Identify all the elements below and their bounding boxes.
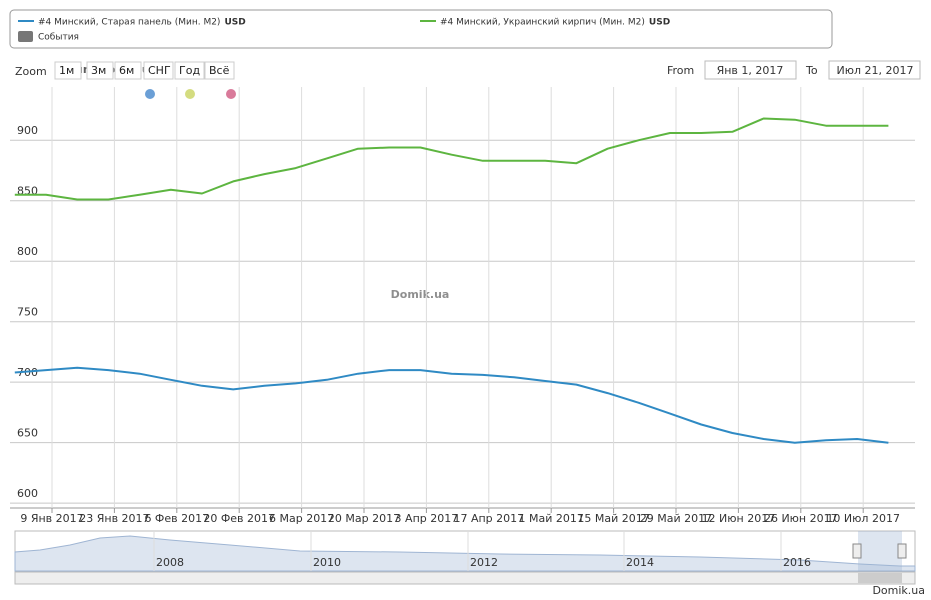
legend-unit[interactable]: USD	[649, 18, 670, 28]
to-date[interactable]: Июл 21, 2017	[837, 64, 914, 77]
navigator-year: 2012	[470, 556, 498, 569]
x-tick-label: 10 Июл 2017	[826, 512, 900, 525]
x-tick-label: 20 Фев 2017	[203, 512, 275, 525]
y-tick-label: 600	[17, 487, 38, 500]
flag-dot[interactable]	[145, 89, 155, 99]
legend-label[interactable]: #4 Минский, Старая панель (Мин. М2)	[38, 18, 220, 28]
events-swatch[interactable]	[18, 31, 33, 42]
x-tick-label: 15 Май 2017	[577, 512, 649, 525]
zoom-button[interactable]	[174, 61, 205, 80]
flag-dot[interactable]	[226, 89, 236, 99]
navigator-year: 2016	[783, 556, 811, 569]
x-tick-label: 17 Апр 2017	[453, 512, 524, 525]
y-tick-label: 800	[17, 245, 38, 258]
from-label: From	[667, 64, 694, 77]
credit[interactable]: Domik.ua	[872, 584, 925, 597]
x-tick-label: 20 Мар 2017	[328, 512, 400, 525]
to-input[interactable]	[828, 60, 921, 80]
series-line	[14, 117, 889, 201]
zoom-button[interactable]	[86, 61, 114, 80]
x-tick-label: 23 Янв 2017	[79, 512, 149, 525]
navigator-handle[interactable]	[897, 543, 907, 559]
x-tick-label: 1 Май 2017	[519, 512, 584, 525]
navigator-selection[interactable]	[858, 531, 902, 571]
x-tick-label: 6 Мар 2017	[269, 512, 334, 525]
zoom-button[interactable]	[204, 61, 235, 80]
scrollbar[interactable]	[14, 571, 916, 585]
watermark: Domik.ua	[391, 288, 450, 301]
zoom-button-label[interactable]: 6м	[119, 64, 134, 77]
navigator-year: 2010	[313, 556, 341, 569]
legend-unit[interactable]: USD	[224, 18, 245, 28]
zoom-button-label[interactable]: Всё	[209, 64, 230, 77]
navigator-series	[14, 535, 916, 572]
to-label: To	[805, 64, 818, 77]
y-tick-label: 900	[17, 124, 38, 137]
zoom-button-label[interactable]: Год	[179, 64, 200, 77]
x-tick-label: 29 Май 2017	[640, 512, 712, 525]
flag-dot[interactable]	[185, 89, 195, 99]
x-tick-label: 9 Янв 2017	[20, 512, 83, 525]
zoom-button-label[interactable]: СНГ	[148, 64, 171, 77]
x-tick-label: 12 Июн 2017	[702, 512, 776, 525]
y-tick-label: 750	[17, 306, 38, 319]
x-tick-label: 3 Апр 2017	[395, 512, 459, 525]
y-tick-label: 700	[17, 366, 38, 379]
zoom-button-label[interactable]: 1м	[59, 64, 74, 77]
scrollbar-thumb[interactable]	[858, 573, 902, 583]
zoom-button-label[interactable]: 3м	[91, 64, 106, 77]
zoom-button[interactable]	[143, 61, 174, 80]
zoom-label: Zoom	[15, 65, 47, 78]
x-tick-label: 26 Июн 2017	[764, 512, 838, 525]
y-tick-label: 650	[17, 427, 38, 440]
legend-box	[9, 9, 833, 49]
events-label[interactable]: События	[38, 33, 79, 43]
y-tick-label: 850	[17, 185, 38, 198]
legend-label[interactable]: #4 Минский, Украинский кирпич (Мин. М2)	[440, 18, 645, 28]
series-line	[14, 366, 889, 444]
navigator-year: 2008	[156, 556, 184, 569]
zoom-button[interactable]	[114, 61, 142, 80]
x-tick-label: 6 Фев 2017	[144, 512, 209, 525]
from-date[interactable]: Янв 1, 2017	[717, 64, 784, 77]
from-input[interactable]	[704, 60, 797, 80]
zoom-button[interactable]	[54, 61, 82, 80]
navigator-handle[interactable]	[852, 543, 862, 559]
navigator-year: 2014	[626, 556, 654, 569]
